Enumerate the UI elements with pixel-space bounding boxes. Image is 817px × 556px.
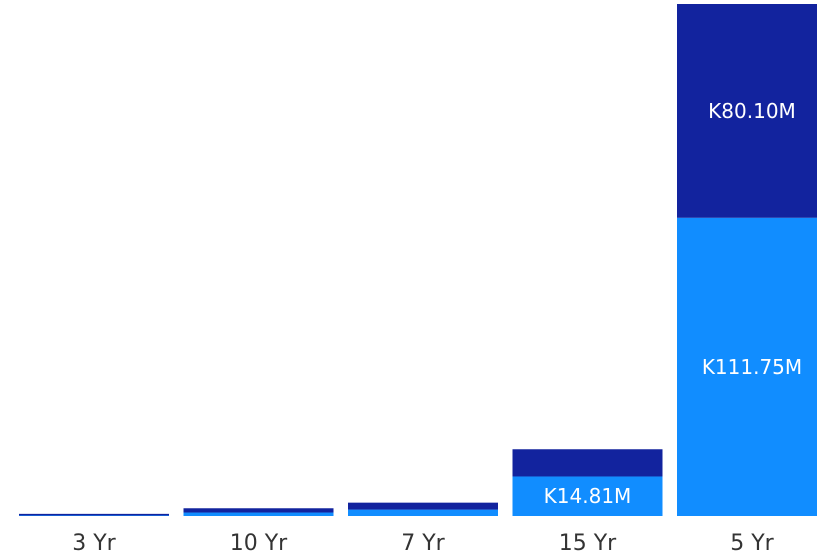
data-label-15-yr-series-1: K14.81M: [544, 484, 632, 508]
x-axis: 3 Yr 10 Yr 7 Yr 15 Yr 5 Yr: [72, 531, 774, 556]
x-tick-label-7-yr: 7 Yr: [401, 531, 445, 556]
x-tick-label-10-yr: 10 Yr: [230, 531, 288, 556]
bar-7-yr-series-1[interactable]: [348, 509, 498, 516]
bar-15-yr-series-1[interactable]: [512, 476, 663, 516]
data-labels-layer: K14.81M K111.75M K80.10M: [544, 99, 803, 508]
bar-3-yr-series-1[interactable]: [19, 515, 169, 516]
x-tick-label-5-yr: 5 Yr: [730, 531, 774, 556]
bars-layer: [19, 4, 817, 516]
bar-3-yr-series-2[interactable]: [19, 513, 169, 516]
data-label-5-yr-series-1: K111.75M: [702, 355, 802, 379]
x-tick-label-15-yr: 15 Yr: [559, 531, 617, 556]
bar-10-yr-series-1[interactable]: [183, 512, 334, 516]
bar-15-yr-series-2[interactable]: [512, 449, 663, 477]
bar-7-yr-series-2[interactable]: [348, 502, 498, 510]
data-label-5-yr-series-2: K80.10M: [708, 99, 796, 123]
x-tick-label-3-yr: 3 Yr: [72, 531, 116, 556]
bar-5-yr-series-1[interactable]: [677, 217, 817, 516]
bar-10-yr-series-2[interactable]: [183, 508, 334, 513]
bar-5-yr-series-2[interactable]: [677, 4, 817, 218]
